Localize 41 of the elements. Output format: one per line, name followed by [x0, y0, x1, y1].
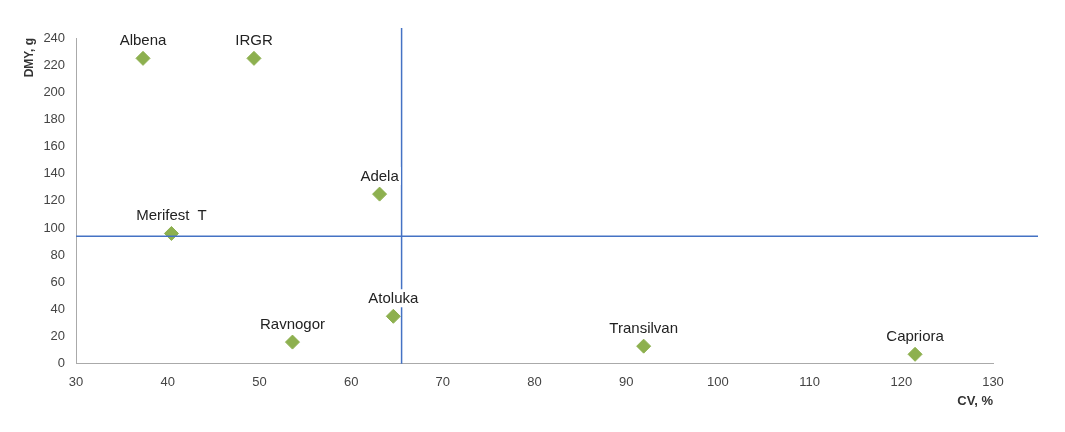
point — [385, 308, 401, 324]
annotation: IRGR — [235, 31, 273, 48]
x-tick-label: 40 — [160, 374, 176, 390]
annotation: Adela — [360, 166, 400, 184]
y-tick-label: 240 — [43, 29, 66, 45]
x-tick-label: 110 — [799, 374, 820, 390]
x-tick-label: 100 — [707, 374, 729, 390]
x-tick-label: 70 — [435, 374, 451, 390]
x-tick-label: 120 — [890, 374, 913, 390]
y-tick-label: 160 — [43, 138, 66, 154]
annotation: Ravnogor — [259, 314, 325, 332]
y-tick-label: 140 — [43, 165, 66, 181]
y-tick-label: 120 — [43, 192, 66, 208]
y-tick-label: 220 — [43, 56, 66, 72]
y-tick-label: 180 — [43, 111, 66, 127]
y-tick-label: 200 — [43, 83, 66, 99]
x-tick-label: 30 — [68, 374, 84, 390]
point — [907, 346, 923, 362]
point — [135, 50, 151, 66]
annotation: Atoluka — [368, 288, 420, 306]
point — [246, 50, 262, 66]
y-tick-label: 40 — [50, 301, 66, 317]
y-axis-title: DMY, g — [21, 38, 36, 78]
annotation: Merifest T — [136, 206, 207, 224]
point — [372, 186, 388, 202]
y-tick-label: 60 — [50, 273, 66, 289]
annotation: Transilvan — [609, 318, 678, 336]
x-tick-label: 130 — [982, 374, 1004, 390]
annotation: Albena — [119, 31, 168, 48]
point — [636, 338, 652, 354]
y-tick-label: 100 — [43, 219, 66, 235]
x-tick-label: 50 — [252, 374, 267, 390]
x-tick-label: 60 — [343, 374, 359, 390]
x-axis-title: CV, % — [957, 392, 994, 408]
y-tick-label: 80 — [50, 246, 66, 262]
y-tick-label: 0 — [57, 355, 66, 371]
point — [284, 334, 300, 350]
y-tick-label: 20 — [50, 328, 66, 344]
x-tick-label: 80 — [527, 374, 542, 390]
annotation: Capriora — [886, 326, 945, 344]
x-tick-label: 90 — [619, 374, 634, 390]
